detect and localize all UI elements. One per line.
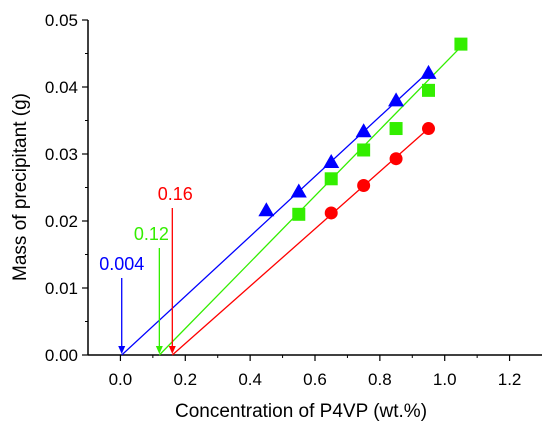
y-tick-label: 0.00 <box>45 346 78 365</box>
fit-line <box>121 71 429 356</box>
data-point-circle <box>357 178 371 192</box>
fit-line <box>171 128 429 356</box>
data-point-square <box>357 143 371 157</box>
arrow-head-icon <box>155 346 163 354</box>
data-point-triangle <box>388 92 405 107</box>
annotation-label: 0.16 <box>158 184 193 204</box>
y-tick-label: 0.05 <box>45 11 78 30</box>
y-tick-label: 0.03 <box>45 145 78 164</box>
annotation-label: 0.12 <box>134 224 169 244</box>
fit-line <box>158 46 462 356</box>
y-ticks: 0.00 0.01 0.02 0.03 0.04 0.05 <box>45 11 88 365</box>
x-tick-label: 0.0 <box>109 370 133 389</box>
data-point-triangle <box>420 64 437 79</box>
annotation-label: 0.004 <box>99 254 144 274</box>
data-point-circle <box>422 122 435 136</box>
arrow-head-icon <box>168 346 176 354</box>
x-axis-label: Concentration of P4VP (wt.%) <box>175 401 427 422</box>
data-point-triangle <box>323 154 340 169</box>
data-point-triangle <box>355 123 372 138</box>
data-point-square <box>324 172 338 186</box>
x-tick-label: 1.2 <box>498 370 522 389</box>
data-point-square <box>422 83 435 97</box>
data-point-circle <box>389 152 403 166</box>
data-point-square <box>292 207 306 221</box>
y-tick-label: 0.01 <box>45 279 78 298</box>
data-point-circle <box>324 206 338 220</box>
threshold-annotations: 0.004 0.12 0.16 <box>99 184 193 354</box>
x-tick-label: 1.0 <box>433 370 457 389</box>
y-tick-label: 0.04 <box>45 78 78 97</box>
y-tick-label: 0.02 <box>45 212 78 231</box>
x-tick-label: 0.6 <box>303 370 327 389</box>
x-tick-label: 0.8 <box>368 370 392 389</box>
data-points <box>258 37 468 221</box>
x-tick-label: 0.4 <box>238 370 262 389</box>
data-point-square <box>454 37 468 51</box>
data-point-square <box>389 122 403 136</box>
data-point-triangle <box>290 183 307 198</box>
x-ticks: 0.0 0.2 0.4 0.6 0.8 1.0 1.2 <box>109 355 522 389</box>
y-axis-label: Mass of precipitant (g) <box>10 93 31 281</box>
x-tick-label: 0.2 <box>173 370 197 389</box>
data-point-triangle <box>258 202 275 217</box>
arrow-head-icon <box>118 346 126 354</box>
